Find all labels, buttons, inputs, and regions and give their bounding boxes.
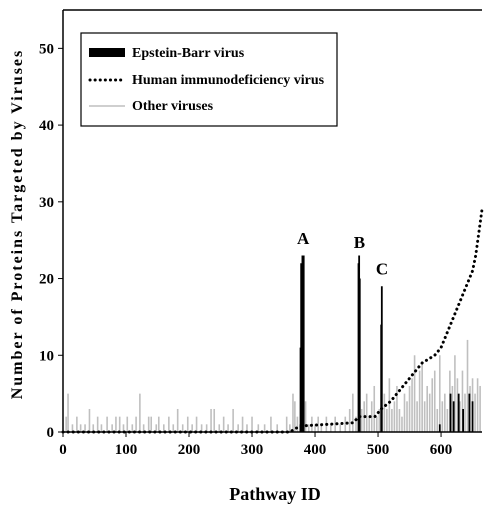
epstein-barr-series — [299, 255, 474, 432]
x-tick-label: 400 — [304, 442, 327, 458]
legend-swatch-ebv — [89, 48, 125, 57]
x-tick-label: 500 — [367, 442, 390, 458]
annotation-label: C — [376, 260, 388, 279]
y-tick-label: 30 — [39, 195, 54, 211]
y-tick-label: 0 — [47, 425, 55, 441]
annotation-label: A — [297, 229, 310, 248]
other-viruses-series — [65, 339, 481, 432]
x-tick-label: 0 — [59, 442, 67, 458]
legend-label: Human immunodeficiency virus — [132, 73, 325, 88]
y-tick-label: 40 — [39, 118, 54, 134]
y-tick-label: 10 — [39, 348, 54, 364]
x-tick-label: 100 — [115, 442, 138, 458]
annotations: A BC — [297, 229, 388, 279]
x-tick-label: 600 — [430, 442, 453, 458]
y-tick-label: 20 — [39, 272, 54, 288]
axes: 0 100 200 300 400 500 600 0 10 20 30 40 50 — [39, 9, 482, 458]
x-tick-label: 300 — [241, 442, 264, 458]
hiv-line — [61, 207, 484, 434]
x-axis-title: Pathway ID — [229, 484, 321, 504]
legend-label: Other viruses — [132, 99, 214, 114]
y-axis-title: Number of Proteins Targeted by Viruses — [9, 49, 26, 400]
hiv-series — [61, 207, 484, 434]
legend-label: Epstein-Barr virus — [132, 46, 245, 61]
y-tick-label: 50 — [39, 41, 54, 57]
legend: Epstein-Barr virus Human immunodeficiency… — [80, 32, 338, 127]
annotation-label: B — [354, 233, 365, 252]
x-tick-label: 200 — [178, 442, 201, 458]
